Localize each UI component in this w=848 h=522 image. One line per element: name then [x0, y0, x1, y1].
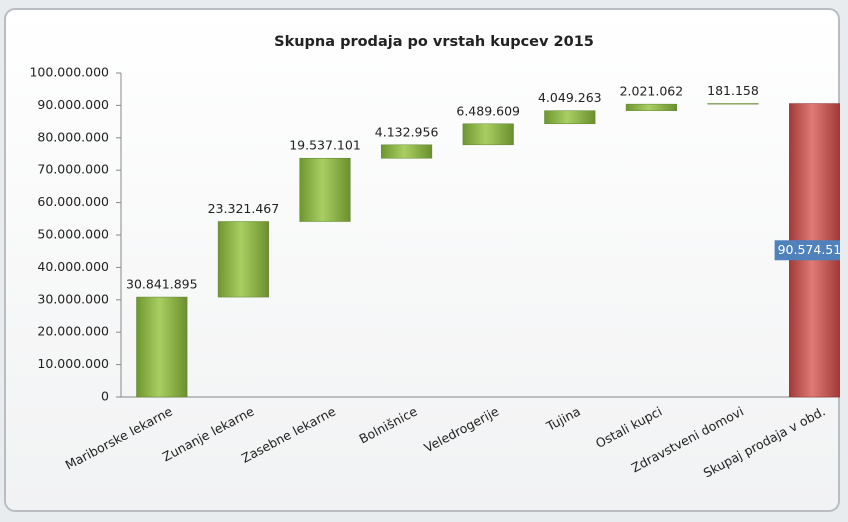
data-label: 90.574.511: [778, 242, 844, 257]
bar: [462, 123, 514, 146]
bar: [625, 103, 677, 111]
chart: Skupna prodaja po vrstah kupcev 2015 0 10…: [4, 8, 844, 512]
chart-title: Skupna prodaja po vrstah kupcev 2015: [274, 34, 594, 50]
y-tick-label: 50.000.000: [37, 227, 109, 242]
y-tick-label: 30.000.000: [37, 291, 109, 306]
bar: [707, 103, 759, 105]
data-label: 6.489.609: [456, 103, 520, 118]
y-tick-label: 100.000.000: [29, 65, 109, 80]
y-tick-label: 0: [101, 389, 109, 404]
y-tick-label: 60.000.000: [37, 194, 109, 209]
bar: [544, 110, 596, 125]
y-tick-label: 20.000.000: [37, 324, 109, 339]
y-tick-label: 40.000.000: [37, 259, 109, 274]
data-label: 23.321.467: [208, 201, 280, 216]
bar: [136, 296, 188, 398]
data-label: 19.537.101: [289, 138, 361, 153]
data-label-box: [774, 240, 840, 261]
data-label: 181.158: [707, 83, 759, 98]
data-label: 2.021.062: [620, 84, 684, 99]
y-tick-label: 80.000.000: [37, 129, 109, 144]
data-label: 30.841.895: [126, 277, 198, 292]
data-label: 4.132.956: [375, 124, 439, 139]
bar: [299, 157, 351, 222]
y-tick-label: 70.000.000: [37, 162, 109, 177]
bar: [381, 144, 433, 159]
bar: [217, 221, 269, 298]
y-tick-label: 10.000.000: [37, 356, 109, 371]
y-tick-label: 90.000.000: [37, 97, 109, 112]
data-label: 4.049.263: [538, 90, 602, 105]
